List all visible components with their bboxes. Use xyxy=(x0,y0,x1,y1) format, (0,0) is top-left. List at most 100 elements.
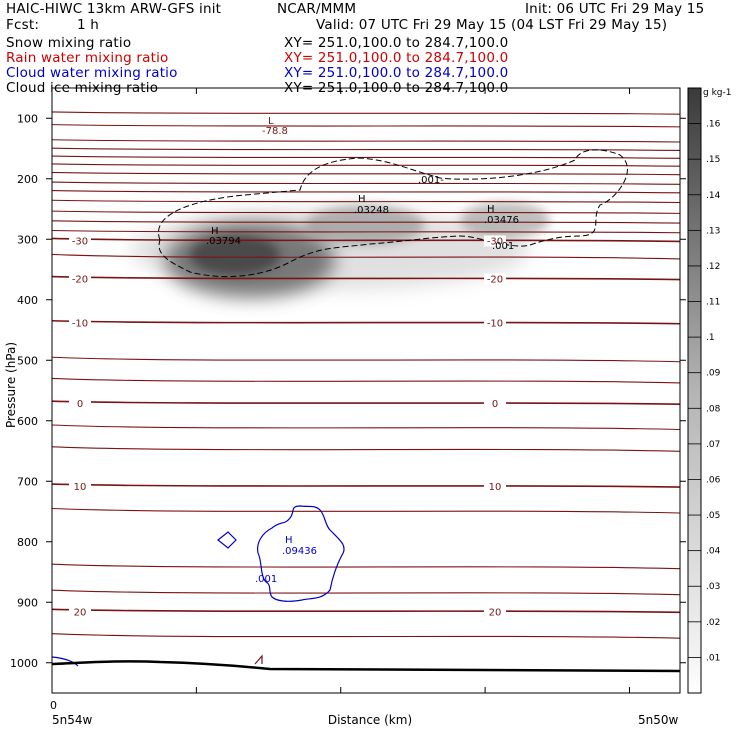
high-1-value: .03794 xyxy=(206,236,241,247)
snow-blob-core xyxy=(190,235,280,275)
x-axis xyxy=(195,88,630,693)
temperature-contour xyxy=(52,563,680,570)
cloud-water-surface xyxy=(51,656,79,667)
contour-label-bg xyxy=(69,273,91,285)
contour-label-bg xyxy=(484,317,506,329)
contour-label-bg xyxy=(69,606,91,618)
high-2-symbol: H xyxy=(358,194,366,205)
temperature-label: -10 xyxy=(72,319,88,330)
upper-temperature-contour xyxy=(52,210,680,214)
cloud-water-contour xyxy=(257,505,345,602)
ice-label-2: .001 xyxy=(492,241,514,252)
colorbar-tick-label: .06 xyxy=(706,475,721,485)
y-tick-label: 200 xyxy=(17,173,38,186)
temperature-label: 0 xyxy=(77,399,83,410)
colorbar-tick-label: .12 xyxy=(706,262,720,272)
colorbar-tick-label: .11 xyxy=(706,298,720,308)
temperature-label: -10 xyxy=(487,319,503,330)
y-tick-label: 900 xyxy=(17,596,38,609)
field-name-rain: Rain water mixing ratio xyxy=(6,50,169,66)
colorbar-ticks: .01 .02 .03 .04 .05 .06 .07 .08 .09 .1 .11 .12 .13 .1… xyxy=(688,120,721,663)
upper-temperature-contour xyxy=(52,111,680,115)
temperature-contour xyxy=(52,253,680,260)
org-label: NCAR/MMM xyxy=(277,1,357,17)
upper-temperature-contour xyxy=(52,147,680,152)
contour-label-bg xyxy=(69,317,91,329)
colorbar-tick-label: .16 xyxy=(706,120,721,130)
upper-temperature-contour xyxy=(52,181,680,185)
plot-frame xyxy=(51,87,681,694)
snow-blob-right xyxy=(460,202,550,238)
upper-temperature-contour xyxy=(52,163,680,167)
high-1-symbol: H xyxy=(211,226,219,237)
colorbar-tick-label: .08 xyxy=(706,404,721,414)
temperature-contour xyxy=(52,589,680,596)
temperature-labels: -30 -30 -20 -20 -10 -10 0 0 10 10 20 20 xyxy=(69,235,506,618)
upper-temperature-contour xyxy=(52,229,680,234)
y-tick-label: 800 xyxy=(17,536,38,549)
y-tick-label: 500 xyxy=(17,354,38,367)
field-xy-snow: XY= 251.0,100.0 to 284.7,100.0 xyxy=(284,35,509,51)
y-axis-label: Pressure (hPa) xyxy=(4,342,18,428)
cloud-ice-contour xyxy=(158,149,628,278)
low-1-symbol: L xyxy=(268,116,274,127)
temperature-label: 10 xyxy=(489,482,502,493)
plot-title: HAIC-HIWC 13km ARW-GFS init xyxy=(6,1,222,17)
upper-temperature-contour xyxy=(52,220,680,224)
labeled-temperature-contour xyxy=(52,483,680,488)
upper-temperature-contour xyxy=(52,155,680,159)
snow-blob-mid xyxy=(305,205,425,245)
low-1-value: -78.8 xyxy=(262,126,288,137)
colorbar-tick-label: .09 xyxy=(706,369,721,379)
high-2-value: .03248 xyxy=(354,205,389,216)
colorbar-tick-label: .13 xyxy=(706,226,720,236)
temperature-label: -30 xyxy=(487,236,503,247)
temperature-contour xyxy=(52,446,680,452)
field-name-cloudwater: Cloud water mixing ratio xyxy=(6,65,178,81)
upper-temperature-contour xyxy=(52,190,680,194)
colorbar-tick-label: .02 xyxy=(706,618,720,628)
terrain-line xyxy=(51,660,681,673)
y-tick-label: 400 xyxy=(17,294,38,307)
temperature-contour xyxy=(52,424,680,431)
temperature-label: -20 xyxy=(487,275,503,286)
temperature-label: 20 xyxy=(74,607,87,618)
colorbar-tick-label: .05 xyxy=(706,511,720,521)
valid-time: Valid: 07 UTC Fri 29 May 15 (04 LST Fri … xyxy=(316,17,668,33)
contour-label-bg xyxy=(69,481,91,493)
colorbar xyxy=(687,87,702,694)
colorbar-tick-label: .04 xyxy=(706,547,721,557)
temperature-contour xyxy=(52,633,680,639)
y-tick-label: 700 xyxy=(17,475,38,488)
contour-label-bg xyxy=(484,235,506,247)
field-xy-rain: XY= 251.0,100.0 to 284.7,100.0 xyxy=(284,50,509,66)
water-label: .001 xyxy=(255,574,277,585)
contour-label-bg xyxy=(484,273,506,285)
contour-label-bg xyxy=(484,481,506,493)
temperature-contour xyxy=(52,377,680,384)
temperature-contour xyxy=(52,356,680,363)
temperature-label: 0 xyxy=(492,399,498,410)
high-3-value: .03476 xyxy=(484,215,519,226)
temperature-contour xyxy=(52,507,680,514)
colorbar-unit: g kg-1 xyxy=(703,88,731,98)
y-tick-label: 300 xyxy=(17,233,38,246)
colorbar-tick-label: .15 xyxy=(706,155,720,165)
temperature-label: 10 xyxy=(74,482,87,493)
x-origin-label: 0 xyxy=(50,699,57,712)
x-axis-label: Distance (km) xyxy=(328,713,412,727)
contour-label-bg xyxy=(484,606,506,618)
y-tick-label: 100 xyxy=(17,112,38,125)
field-name-snow: Snow mixing ratio xyxy=(6,35,132,51)
temperature-label: -30 xyxy=(72,236,88,247)
upper-temperature-contour xyxy=(52,199,680,204)
x-end-label: 5n50w xyxy=(638,713,679,727)
high-4-value: .09436 xyxy=(282,546,317,557)
fcst-value: 1 h xyxy=(77,17,100,33)
labeled-temperature-contour xyxy=(52,237,680,243)
contour-label-bg xyxy=(69,235,91,247)
upper-temperature-contour xyxy=(52,171,680,176)
colorbar-tick-label: .14 xyxy=(706,191,721,201)
